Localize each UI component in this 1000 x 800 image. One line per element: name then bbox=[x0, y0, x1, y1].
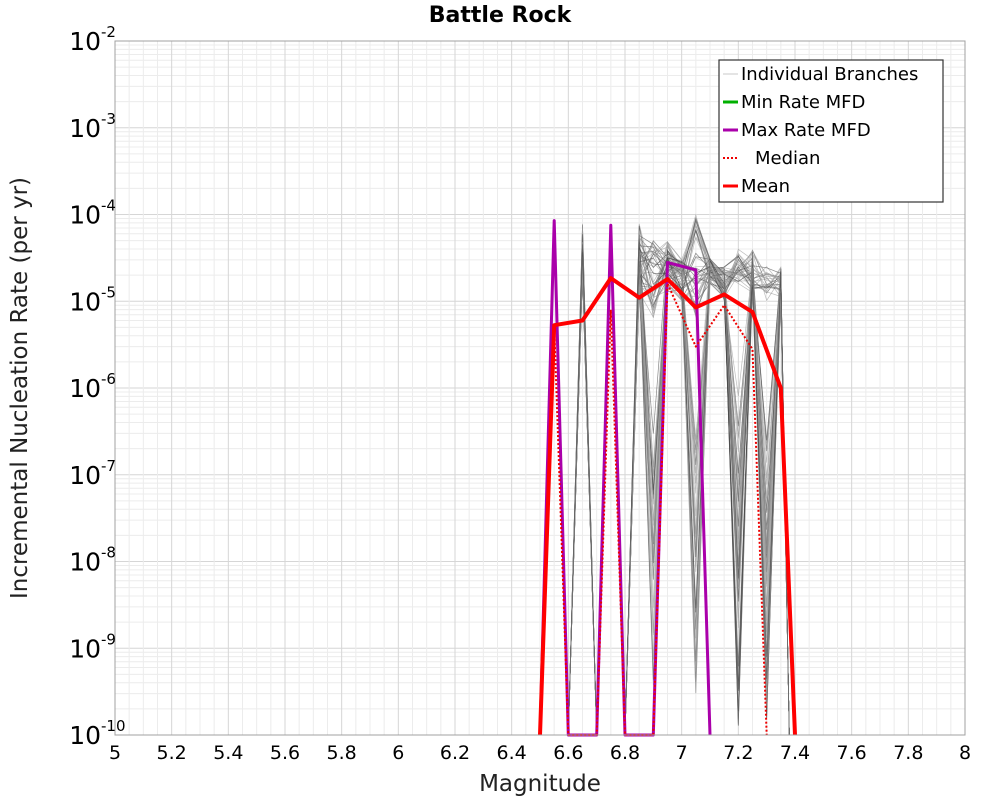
x-tick-label: 8 bbox=[959, 742, 971, 764]
y-tick-base: 10 bbox=[69, 374, 101, 403]
x-tick-label: 5.4 bbox=[213, 742, 243, 764]
y-tick-label: 10 -8 bbox=[69, 544, 116, 577]
x-axis-ticks: 5 5.2 5.4 5.6 5.8 6 6.2 6.4 6.6 6.8 7 7.2 7.4 7.6 7.8 8 bbox=[109, 742, 971, 764]
y-tick-exponent: -10 bbox=[101, 717, 126, 735]
y-tick-base: 10 bbox=[69, 461, 101, 490]
legend-label: Individual Branches bbox=[741, 64, 918, 85]
x-tick-label: 6.4 bbox=[497, 742, 527, 764]
y-tick-exponent: -5 bbox=[101, 283, 116, 301]
legend-label: Mean bbox=[741, 176, 790, 197]
y-tick-label: 10 -2 bbox=[69, 23, 116, 56]
y-tick-label: 10 -7 bbox=[69, 457, 116, 490]
x-tick-label: 7.6 bbox=[837, 742, 867, 764]
y-axis-label: Incremental Nucleation Rate (per yr) bbox=[7, 177, 33, 599]
y-tick-base: 10 bbox=[69, 114, 101, 143]
x-tick-label: 6.6 bbox=[553, 742, 583, 764]
legend-box bbox=[718, 59, 944, 203]
y-tick-base: 10 bbox=[69, 634, 101, 663]
y-tick-exponent: -6 bbox=[101, 370, 116, 388]
y-tick-exponent: -8 bbox=[101, 544, 116, 562]
x-tick-label: 7.8 bbox=[893, 742, 923, 764]
y-tick-exponent: -3 bbox=[101, 110, 116, 128]
x-axis-label: Magnitude bbox=[479, 771, 601, 797]
x-tick-label: 6.2 bbox=[440, 742, 470, 764]
chart-title: Battle Rock bbox=[429, 3, 573, 28]
x-tick-label: 6.8 bbox=[610, 742, 640, 764]
y-tick-label: 10 -5 bbox=[69, 283, 116, 316]
legend-label: Median bbox=[755, 148, 820, 169]
y-tick-base: 10 bbox=[69, 548, 101, 577]
series-line-mean bbox=[538, 276, 797, 736]
y-tick-label: 10 -10 bbox=[69, 717, 125, 750]
y-tick-label: 10 -6 bbox=[69, 370, 116, 403]
x-tick-label: 7.2 bbox=[723, 742, 753, 764]
x-tick-label: 5 bbox=[109, 742, 121, 764]
y-tick-base: 10 bbox=[69, 201, 101, 230]
x-tick-label: 7 bbox=[676, 742, 688, 764]
y-tick-exponent: -7 bbox=[101, 457, 116, 475]
x-tick-label: 7.4 bbox=[780, 742, 810, 764]
legend-label: Max Rate MFD bbox=[741, 120, 871, 141]
y-tick-base: 10 bbox=[69, 721, 101, 750]
series-line-max-rate-mfd bbox=[538, 219, 712, 737]
y-tick-exponent: -4 bbox=[101, 197, 116, 215]
x-tick-label: 5.6 bbox=[270, 742, 300, 764]
x-tick-label: 5.8 bbox=[327, 742, 357, 764]
x-tick-label: 6 bbox=[392, 742, 404, 764]
y-tick-label: 10 -4 bbox=[69, 197, 116, 230]
y-tick-label: 10 -9 bbox=[69, 630, 116, 663]
y-tick-exponent: -9 bbox=[101, 630, 116, 648]
legend: Individual Branches Min Rate MFD Max Rate … bbox=[718, 59, 944, 203]
y-tick-exponent: -2 bbox=[101, 23, 116, 41]
y-tick-label: 10 -3 bbox=[69, 110, 116, 143]
y-tick-base: 10 bbox=[69, 287, 101, 316]
legend-label: Min Rate MFD bbox=[741, 92, 865, 113]
plot-frame bbox=[114, 40, 966, 736]
x-tick-label: 5.2 bbox=[157, 742, 187, 764]
y-tick-base: 10 bbox=[69, 27, 101, 56]
